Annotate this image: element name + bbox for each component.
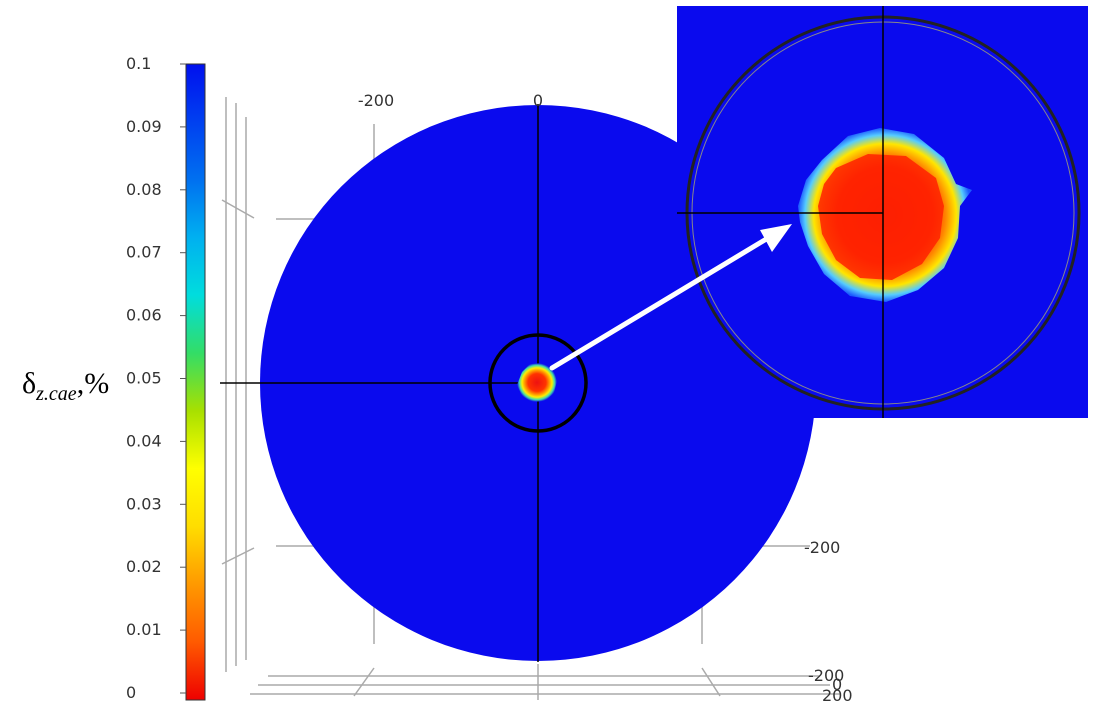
bottom-tick-neg200: -200 [808, 666, 844, 685]
quantity-label: δz.cae,% [22, 367, 109, 405]
bottom-tick-200: 200 [822, 686, 853, 705]
colorbar-tick-label: 0.05 [126, 369, 162, 388]
colorbar-strip [185, 63, 206, 701]
zoom-region-circle [488, 333, 588, 433]
colorbar-tick-label: 0.03 [126, 494, 162, 513]
quantity-unit: ,% [77, 367, 110, 400]
colorbar-tick-label: 0.04 [126, 431, 162, 450]
colorbar-tick-label: 0.06 [126, 306, 162, 325]
colorbar-ticks: 0.1 0.09 0.08 0.07 0.06 0.05 0.04 0.03 0.02 0.01 0 [126, 54, 186, 702]
colorbar: 0.1 0.09 0.08 0.07 0.06 0.05 0.04 0.03 0.02 0.01 0 [126, 54, 206, 702]
colorbar-tick-label: 0.1 [126, 54, 151, 73]
colorbar-tick-label: 0.01 [126, 620, 162, 639]
colorbar-tick-label: 0.02 [126, 557, 162, 576]
inset-hotspot-core [818, 154, 944, 280]
axis-tick-labels: -200 0 -200 -200 0 200 [358, 91, 853, 705]
top-tick-0: 0 [533, 91, 543, 110]
top-tick-neg200: -200 [358, 91, 394, 110]
quantity-symbol: δ [22, 367, 36, 400]
colorbar-tick-label: 0.08 [126, 180, 162, 199]
quantity-subscript: z.cae [35, 383, 77, 405]
right-tick-neg200: -200 [804, 538, 840, 557]
hotspot-small [517, 363, 557, 402]
zoom-arrow [549, 224, 792, 371]
inset-hotspot [798, 128, 972, 302]
colorbar-tick-label: 0 [126, 683, 136, 702]
zoom-inset [677, 6, 1088, 418]
colorbar-tick-label: 0.09 [126, 117, 162, 136]
bottom-tick-0: 0 [832, 675, 842, 694]
colorbar-tick-label: 0.07 [126, 243, 162, 262]
